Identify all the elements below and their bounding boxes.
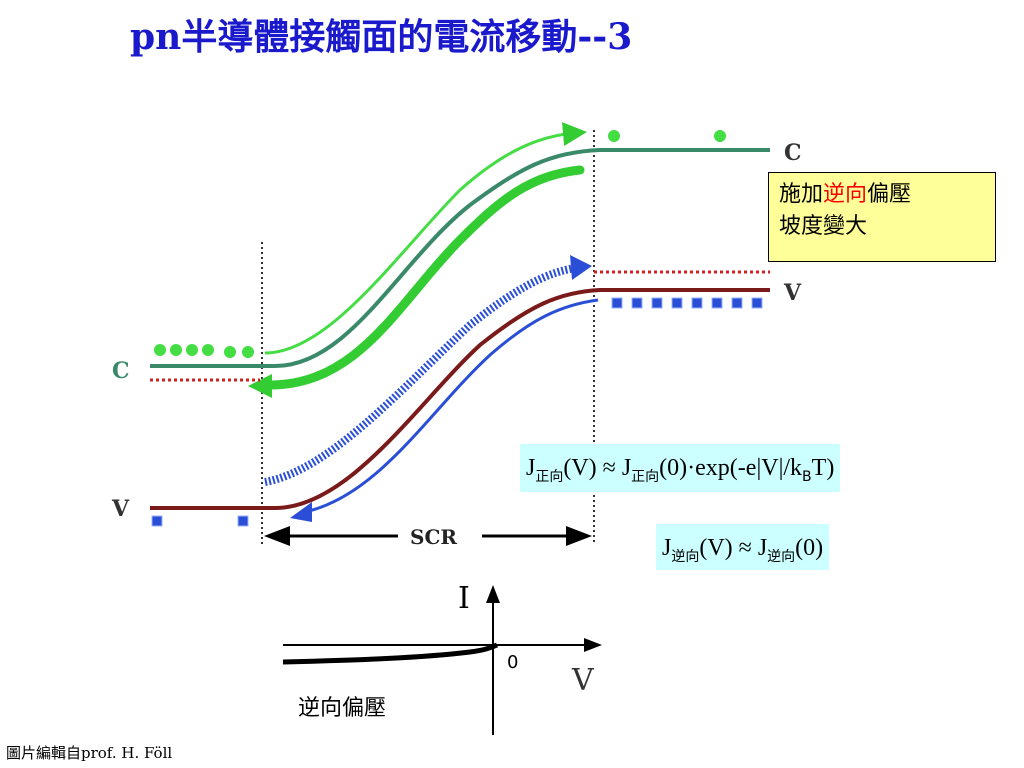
hole-drift-arrowhead [570, 255, 592, 280]
label-c-right: C [784, 140, 802, 166]
formula-reverse-current: J逆向(V) ≈ J逆向(0) [656, 524, 830, 570]
iv-curve [282, 642, 498, 665]
iv-label-v: V [571, 663, 595, 698]
scr-arrowhead-right [566, 526, 592, 546]
reverse-bias-note: 施加逆向偏壓 坡度變大 [768, 172, 996, 262]
hole-squares-left [151, 515, 249, 527]
note-line-1: 施加逆向偏壓 [779, 182, 912, 207]
label-scr: SCR [410, 525, 457, 549]
iv-label-zero: 0 [507, 652, 518, 673]
note-line-2: 坡度變大 [779, 214, 868, 239]
conduction-band-line [150, 148, 770, 368]
iv-label-i: I [458, 581, 470, 616]
iv-axis-vertical-arrowhead [486, 585, 500, 603]
slide-title: pn半導體接觸面的電流移動--3 [130, 16, 633, 58]
label-c-left: C [112, 358, 130, 384]
electron-dots-left [154, 344, 254, 358]
label-v-right: V [783, 280, 802, 306]
electron-dots-right [608, 130, 726, 142]
hole-diffusion-arrowhead [290, 502, 312, 522]
valence-band-line [150, 288, 770, 510]
hole-squares-right [611, 297, 763, 309]
scr-arrowhead-left [264, 526, 290, 546]
hole-drift-arrow-thick [264, 264, 576, 486]
electron-diffusion-arrow-thick [265, 165, 585, 390]
iv-caption: 逆向偏壓 [298, 696, 386, 721]
hole-diffusion-arrow-thin [304, 298, 599, 514]
electron-diffusion-arrowhead [248, 374, 272, 398]
electron-drift-arrow-thin [264, 122, 587, 355]
iv-axis-horizontal-arrowhead [584, 638, 602, 652]
image-credit: 圖片編輯自prof. H. Föll [6, 744, 173, 762]
formula-forward-current: J正向(V) ≈ J正向(0)·exp(-e|V|/kBT) [520, 444, 841, 492]
label-v-left: V [111, 496, 130, 522]
